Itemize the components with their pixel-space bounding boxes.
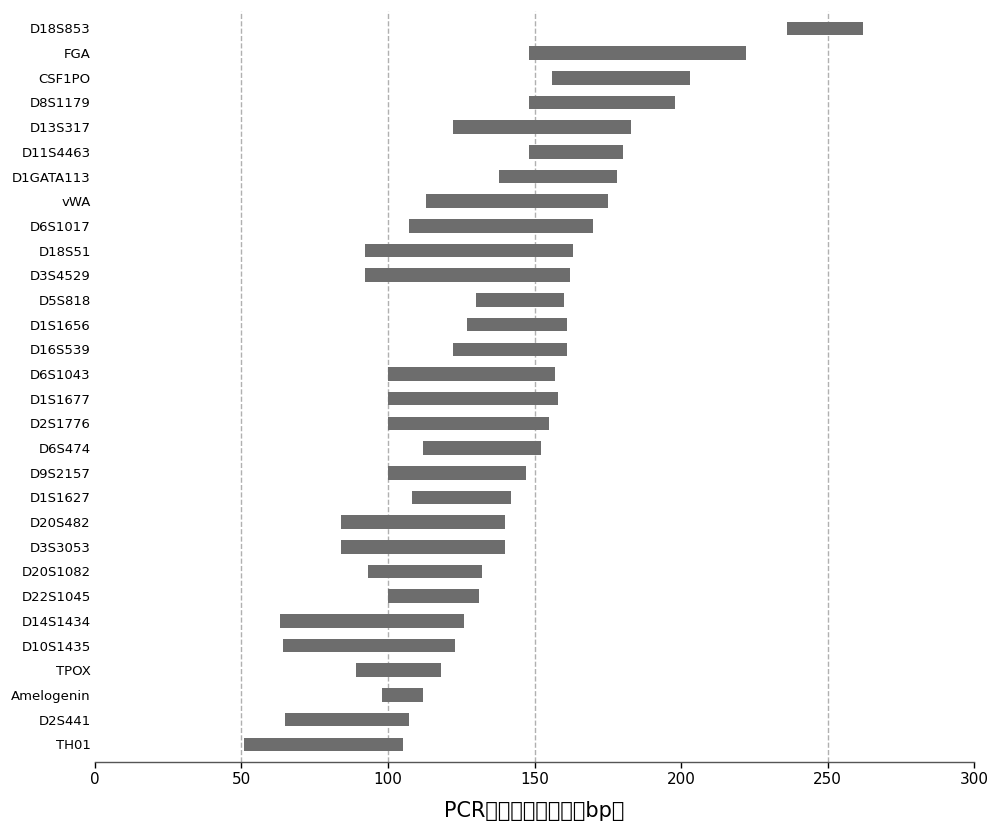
Bar xyxy=(368,565,482,578)
Bar xyxy=(412,491,511,504)
Bar xyxy=(356,663,441,677)
Bar xyxy=(409,219,593,233)
Bar xyxy=(787,22,863,35)
Bar xyxy=(388,392,558,405)
Bar xyxy=(382,688,423,701)
Bar xyxy=(283,639,455,652)
Bar xyxy=(453,343,567,356)
Bar xyxy=(529,47,746,60)
Bar xyxy=(285,713,409,726)
Bar xyxy=(341,515,505,529)
Bar xyxy=(499,170,617,183)
Bar xyxy=(365,269,570,282)
Bar xyxy=(244,737,403,751)
X-axis label: PCR扩增产物的长度（bp）: PCR扩增产物的长度（bp） xyxy=(444,801,625,821)
Bar xyxy=(453,121,631,134)
Bar xyxy=(476,293,564,307)
Bar xyxy=(552,71,690,85)
Bar xyxy=(423,441,541,455)
Bar xyxy=(365,244,573,257)
Bar xyxy=(388,466,526,479)
Bar xyxy=(388,367,555,381)
Bar xyxy=(280,614,464,627)
Bar xyxy=(388,589,479,603)
Bar xyxy=(341,540,505,553)
Bar xyxy=(426,195,608,208)
Bar xyxy=(529,96,675,109)
Bar xyxy=(467,318,567,331)
Bar xyxy=(388,417,549,430)
Bar xyxy=(529,145,623,159)
